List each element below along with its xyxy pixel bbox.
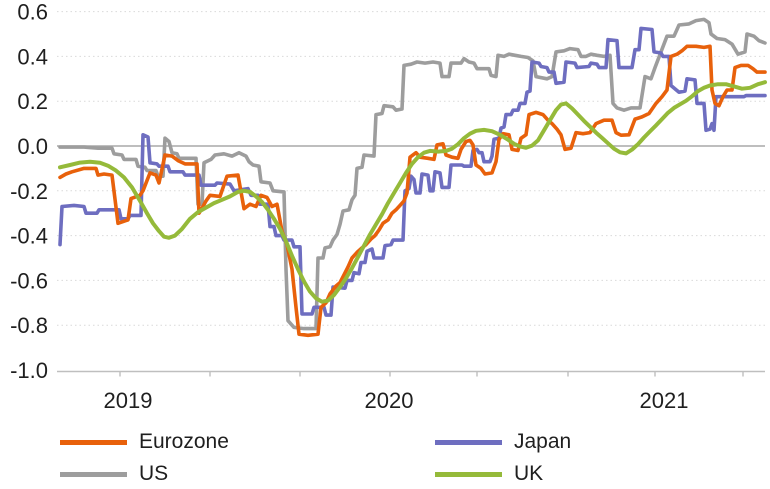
y-axis-labels: 0.6 0.4 0.2 0.0 -0.2 -0.4 -0.6 -0.8 -1.0 — [10, 0, 48, 383]
legend-item-us: US — [60, 461, 168, 487]
x-axis-ticks — [119, 371, 744, 377]
series-line-us — [58, 17, 767, 331]
svg-text:2020: 2020 — [365, 388, 414, 413]
svg-text:2019: 2019 — [104, 388, 153, 413]
legend-label-us: US — [139, 462, 169, 485]
legend-label-uk: UK — [514, 462, 544, 485]
svg-text:2021: 2021 — [640, 388, 689, 413]
series-line-japan — [58, 26, 767, 317]
gridlines — [57, 11, 765, 326]
legend-item-japan: Japan — [435, 429, 571, 455]
svg-text:-0.4: -0.4 — [10, 224, 48, 249]
series-line-uk — [58, 80, 767, 304]
svg-text:-0.2: -0.2 — [10, 179, 48, 204]
svg-text:0.4: 0.4 — [17, 44, 48, 69]
legend-label-eurozone: Eurozone — [139, 430, 229, 453]
legend-item-eurozone: Eurozone — [60, 429, 229, 455]
eurozone-line-swatch — [60, 439, 127, 445]
us-line-swatch — [60, 471, 127, 477]
legend-item-uk: UK — [435, 461, 543, 487]
svg-text:0.0: 0.0 — [17, 134, 48, 159]
svg-text:0.2: 0.2 — [17, 89, 48, 114]
svg-text:-1.0: -1.0 — [10, 358, 48, 383]
x-axis-labels: 2019 2020 2021 — [104, 388, 689, 413]
svg-text:0.6: 0.6 — [17, 0, 48, 25]
uk-line-swatch — [435, 471, 502, 477]
japan-line-swatch — [435, 439, 502, 445]
svg-text:-0.8: -0.8 — [10, 313, 48, 338]
legend-label-japan: Japan — [514, 430, 572, 453]
svg-text:-0.6: -0.6 — [10, 268, 48, 293]
